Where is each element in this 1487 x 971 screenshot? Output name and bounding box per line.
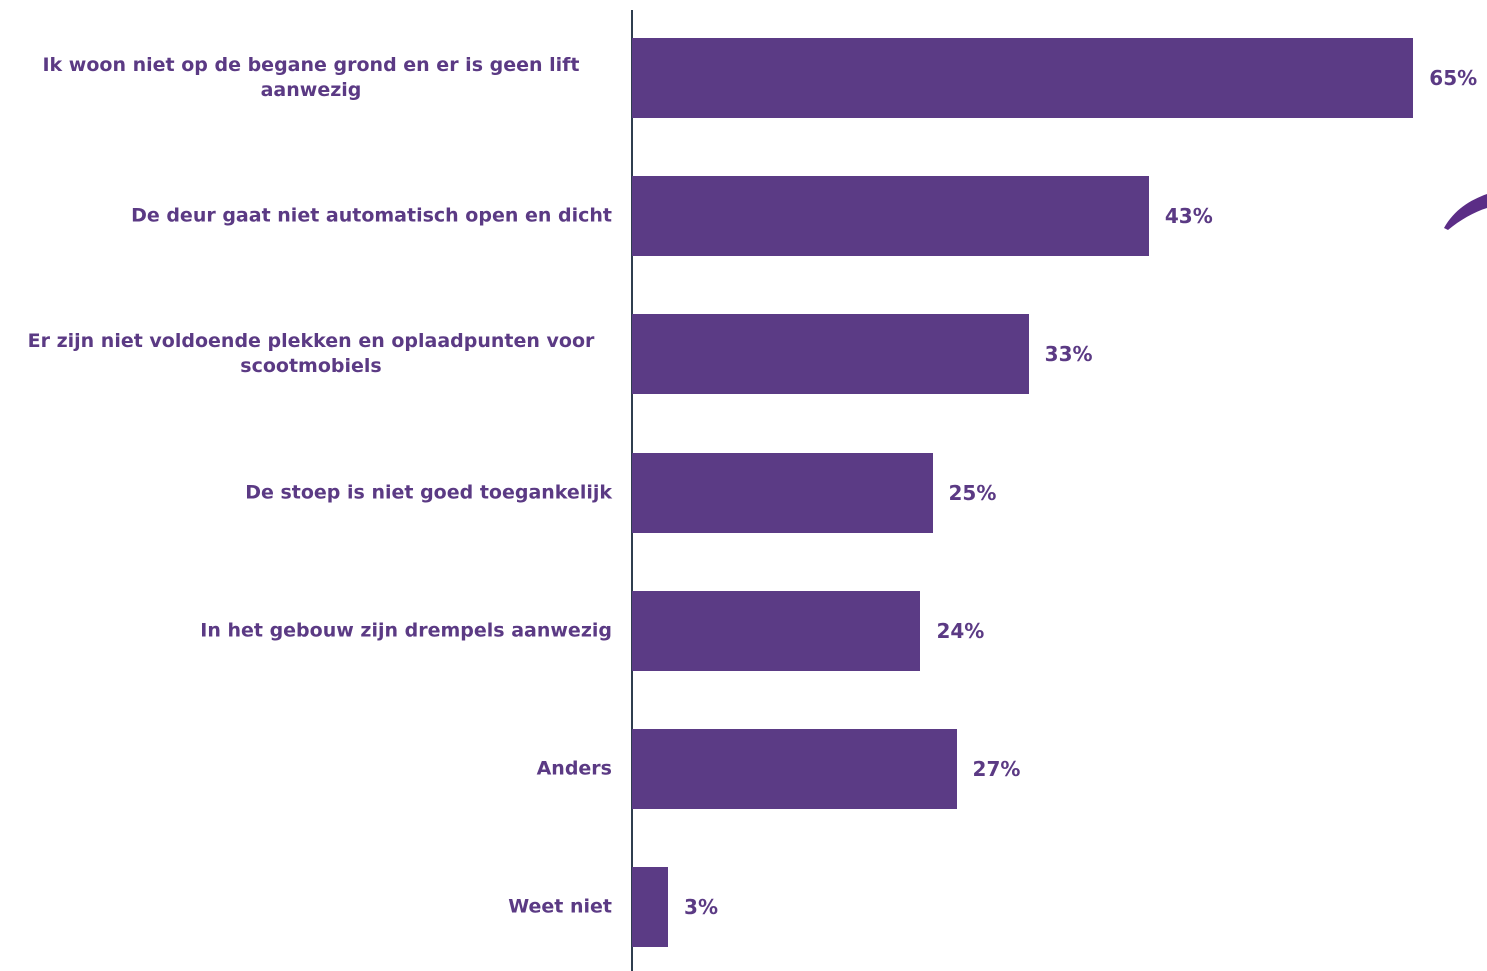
value-label: 33%	[1044, 342, 1093, 367]
value-label: 65%	[1429, 66, 1478, 90]
bar	[632, 176, 1149, 257]
category-label: Anders	[10, 757, 612, 782]
category-text: Ik woon niet op de begane grond en er is…	[42, 54, 580, 101]
category-text: De deur gaat niet automatisch open en di…	[131, 204, 612, 227]
value-label: 24%	[936, 618, 985, 643]
category-label: Weet niet	[10, 895, 612, 920]
bar	[632, 867, 669, 948]
category-label: Ik woon niet op de begane grond en er is…	[10, 53, 612, 103]
category-text: Weet niet	[508, 895, 612, 918]
category-text: In het gebouw zijn drempels aanwezig	[200, 619, 612, 642]
category-text: Er zijn niet voldoende plekken en oplaad…	[27, 330, 595, 378]
value-label: 25%	[948, 480, 997, 505]
bar	[632, 590, 921, 671]
value-label: 27%	[972, 757, 1021, 781]
category-label: De stoep is niet goed toegankelijk	[10, 480, 612, 505]
category-label: In het gebouw zijn drempels aanwezig	[10, 618, 612, 643]
bar	[632, 314, 1029, 395]
category-label: Er zijn niet voldoende plekken en oplaad…	[10, 329, 612, 379]
category-label: De deur gaat niet automatisch open en di…	[10, 204, 612, 229]
bar	[632, 38, 1414, 118]
value-label: 43%	[1164, 204, 1213, 229]
bar	[632, 729, 957, 809]
value-label: 3%	[684, 895, 719, 920]
bar	[632, 452, 933, 533]
decoration	[1444, 194, 1487, 230]
category-text: Anders	[536, 757, 612, 780]
category-text: De stoep is niet goed toegankelijk	[245, 481, 612, 504]
